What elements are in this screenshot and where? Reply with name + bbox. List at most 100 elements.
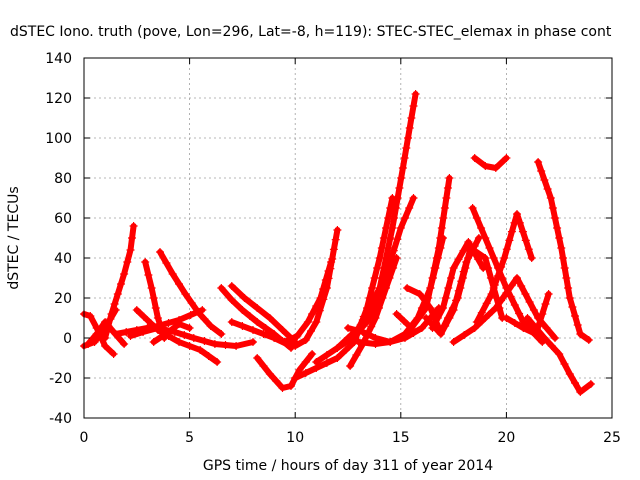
y-axis-label: dSTEC / TECUs: [6, 186, 22, 289]
data-point: [481, 234, 490, 242]
data-point: [402, 144, 411, 152]
data-point: [403, 284, 412, 292]
data-series: [132, 306, 222, 366]
chart-title: dSTEC Iono. truth (pove, Lon=296, Lat=-8…: [10, 24, 612, 40]
data-point: [371, 314, 380, 322]
data-point: [551, 334, 559, 342]
series-line: [127, 325, 256, 349]
data-point: [439, 214, 448, 222]
data-point: [153, 324, 162, 332]
x-axis-label: GPS time / hours of day 311 of year 2014: [203, 458, 493, 474]
data-point: [109, 350, 118, 358]
data-point: [497, 296, 506, 305]
data-point: [227, 296, 236, 304]
data-point: [227, 318, 236, 326]
data-point: [481, 162, 490, 170]
data-point: [238, 322, 247, 330]
series-line: [471, 155, 510, 171]
data-point: [175, 320, 183, 328]
data-point: [185, 342, 194, 350]
data-point: [466, 244, 475, 252]
data-point: [381, 276, 389, 284]
data-point: [502, 245, 511, 254]
data-point: [543, 185, 552, 193]
data-point: [180, 331, 189, 339]
data-point: [194, 308, 202, 316]
data-point: [548, 204, 557, 212]
data-point: [502, 314, 511, 322]
data-point: [346, 362, 355, 370]
data-point: [546, 194, 555, 202]
x-tick-label: 15: [392, 430, 410, 446]
data-point: [470, 324, 479, 332]
series-line: [254, 351, 316, 391]
data-point: [86, 312, 95, 320]
data-point: [371, 302, 380, 310]
data-point: [405, 124, 414, 132]
data-point: [524, 245, 533, 254]
data-point: [440, 204, 449, 212]
data-point: [312, 302, 321, 310]
data-point: [301, 369, 310, 377]
data-point: [393, 235, 402, 244]
data-point: [333, 354, 342, 362]
data-point: [386, 338, 395, 346]
data-point: [576, 330, 585, 338]
data-point: [544, 290, 553, 298]
y-tick-label: -20: [49, 371, 72, 387]
data-point: [245, 312, 254, 320]
data-point: [308, 350, 317, 358]
data-point: [568, 303, 577, 311]
data-point: [448, 304, 457, 312]
data-point: [401, 330, 409, 338]
data-point: [164, 319, 173, 327]
y-tick-label: 60: [54, 211, 72, 227]
data-series: [126, 324, 257, 350]
data-point: [397, 174, 406, 182]
data-point: [352, 351, 361, 359]
data-point: [101, 342, 110, 350]
data-point: [333, 344, 342, 352]
data-point: [113, 290, 122, 298]
data-point: [527, 254, 536, 262]
data-point: [367, 322, 376, 331]
data-point: [428, 274, 437, 282]
data-point: [534, 158, 543, 166]
data-point: [525, 298, 534, 306]
data-point: [529, 306, 538, 314]
data-point: [472, 214, 481, 222]
data-point: [555, 350, 564, 358]
series-line: [150, 321, 193, 345]
data-point: [301, 336, 310, 344]
data-point: [295, 366, 304, 374]
data-point: [586, 380, 595, 388]
x-tick-label: 0: [80, 430, 89, 446]
data-point: [505, 236, 514, 245]
data-point: [129, 222, 138, 230]
data-point: [515, 218, 524, 227]
data-point: [221, 341, 230, 349]
data-point: [146, 319, 155, 328]
grid-lines: [84, 58, 612, 418]
data-point: [278, 384, 287, 392]
data-point: [458, 274, 467, 282]
data-point: [486, 274, 495, 282]
data-point: [445, 174, 454, 182]
y-tick-label: 100: [45, 131, 72, 147]
data-point: [139, 312, 148, 321]
data-point: [111, 330, 120, 338]
data-point: [341, 346, 350, 354]
data-point: [259, 330, 268, 338]
data-point: [551, 214, 559, 222]
data-series: [392, 174, 454, 332]
data-point: [453, 294, 462, 302]
data-point: [477, 308, 486, 317]
data-series: [333, 194, 418, 352]
data-point: [367, 310, 376, 318]
y-tick-label: 0: [63, 331, 72, 347]
data-point: [217, 284, 226, 292]
data-point: [439, 324, 447, 332]
data-point: [358, 328, 367, 336]
data-point: [206, 322, 215, 330]
